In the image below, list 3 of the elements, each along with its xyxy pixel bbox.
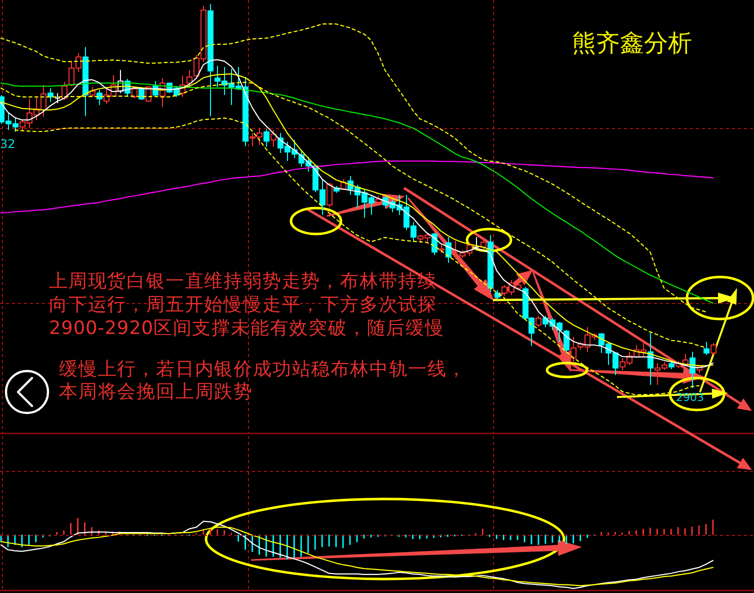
title: 熊齐鑫分析 — [572, 29, 692, 57]
annotation: 缓慢上行，若日内银价成功站稳布林中轨一线，本周将会挽回上周跌势 — [59, 359, 466, 402]
annotation: 32 — [0, 137, 16, 151]
